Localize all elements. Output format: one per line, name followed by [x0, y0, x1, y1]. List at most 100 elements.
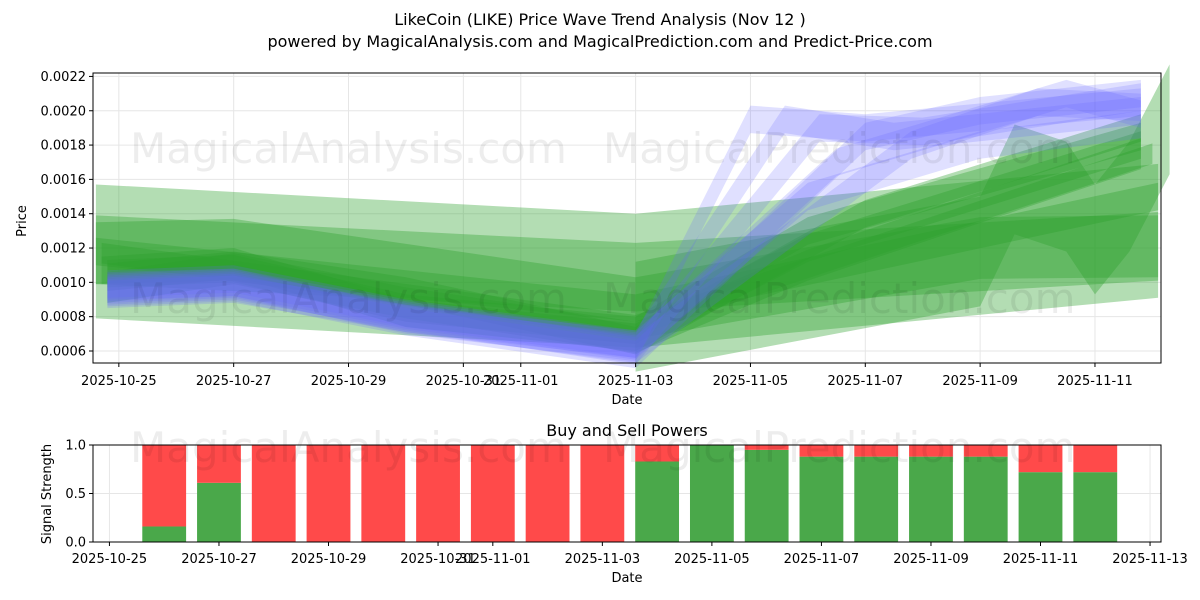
watermark-left-bottom: MagicalAnalysis.com	[130, 423, 567, 472]
signal-title: Buy and Sell Powers	[546, 421, 708, 440]
signal-x-tick-label: 2025-10-31	[400, 552, 476, 567]
price-x-tick-label: 2025-10-27	[196, 374, 272, 389]
price-x-tick-label: 2025-11-01	[483, 374, 559, 389]
sell-bar	[142, 445, 187, 527]
price-x-tick-label: 2025-10-31	[426, 374, 502, 389]
buy-bar	[689, 445, 734, 542]
sell-bar	[251, 445, 296, 542]
price-y-ticks: 0.0006 0.0008 0.0010 0.0012 0.0014 0.0016 0.00…	[41, 70, 93, 359]
signal-x-tick-label: 2025-11-03	[565, 552, 641, 567]
signal-y-tick-label: 1.0	[65, 439, 86, 454]
sell-bar	[1018, 445, 1063, 473]
green-wave-band-8	[107, 122, 1141, 345]
blue-wave-band-2	[107, 97, 1141, 358]
buy-bar	[963, 456, 1008, 542]
blue-wave-bands	[107, 79, 1141, 369]
buy-bar	[744, 449, 789, 542]
watermark-right-mid: MagicalPrediction.com	[603, 274, 1076, 323]
price-y-tick-label: 0.0016	[41, 173, 87, 188]
green-wave-band-1	[95, 163, 1159, 348]
buy-bar	[909, 456, 953, 542]
price-x-tick-label: 2025-11-03	[598, 374, 674, 389]
buy-bar	[854, 456, 899, 542]
price-x-label: Date	[611, 393, 642, 408]
price-y-tick-label: 0.0010	[41, 276, 87, 291]
price-panel: MagicalAnalysis.com MagicalPrediction.co…	[15, 64, 1170, 408]
price-x-tick-label: 2025-11-11	[1057, 374, 1133, 389]
signal-x-tick-label: 2025-11-07	[784, 552, 860, 567]
price-x-tick-label: 2025-11-05	[713, 374, 789, 389]
signal-x-tick-label: 2025-11-13	[1112, 552, 1188, 567]
watermark-right-top: MagicalPrediction.com	[603, 124, 1076, 173]
sell-bar	[799, 445, 844, 457]
sell-bar	[525, 445, 570, 542]
buy-bar	[142, 526, 187, 542]
green-wave-band-7	[101, 131, 1141, 351]
sell-bar	[470, 445, 515, 542]
signal-y-tick-label: 0.0	[65, 536, 86, 551]
signal-x-tick-label: 2025-10-25	[72, 552, 148, 567]
sell-bar	[361, 445, 406, 542]
signal-x-tick-label: 2025-11-05	[674, 552, 750, 567]
green-wave-band-2	[95, 212, 1159, 312]
signal-x-label: Date	[611, 571, 642, 586]
buy-bar	[635, 461, 680, 542]
green-wave-band-6	[635, 64, 1170, 372]
buy-bar	[1073, 472, 1118, 542]
green-wave-band-5	[101, 143, 1153, 336]
main-title-line2: powered by MagicalAnalysis.com and Magic…	[267, 32, 932, 51]
price-y-tick-label: 0.0014	[41, 207, 87, 222]
price-y-tick-label: 0.0006	[41, 344, 87, 359]
main-title-line1: LikeCoin (LIKE) Price Wave Trend Analysi…	[394, 10, 806, 29]
sell-bar	[635, 445, 680, 462]
signal-x-tick-label: 2025-10-27	[181, 552, 257, 567]
price-y-tick-label: 0.0018	[41, 139, 87, 154]
green-wave-band-4	[95, 182, 1159, 322]
price-x-tick-label: 2025-10-29	[311, 374, 387, 389]
green-wave-band-3	[95, 215, 1159, 339]
signal-y-tick-label: 0.5	[65, 487, 86, 502]
price-y-label: Price	[15, 205, 30, 237]
price-grid	[93, 73, 1161, 363]
price-plot-frame	[92, 72, 1162, 364]
buy-bar	[799, 456, 844, 542]
sell-bar	[1073, 445, 1118, 473]
signal-x-tick-label: 2025-11-11	[1003, 552, 1079, 567]
watermark-left-top: MagicalAnalysis.com	[130, 124, 567, 173]
blue-wave-band-6	[107, 79, 1141, 360]
sell-bar	[580, 445, 625, 542]
buy-bar	[1018, 472, 1063, 542]
blue-wave-band-4	[107, 79, 1141, 369]
sell-bar	[197, 445, 241, 483]
green-wave-band-10	[107, 138, 1141, 353]
blue-wave-band-5	[107, 88, 1141, 364]
price-x-ticks: 2025-10-25 2025-10-27 2025-10-29 2025-10-31…	[81, 363, 1133, 389]
blue-wave-band-1	[107, 88, 1141, 362]
signal-x-tick-label: 2025-10-29	[291, 552, 367, 567]
sell-bar	[963, 445, 1008, 457]
signal-panel: Buy and Sell Powers MagicalAnalysis.com …	[40, 421, 1188, 586]
price-x-tick-label: 2025-11-07	[828, 374, 904, 389]
sell-bar	[909, 445, 953, 457]
price-x-tick-label: 2025-11-09	[942, 374, 1018, 389]
blue-wave-band-3	[107, 83, 1141, 365]
sell-bar	[854, 445, 899, 457]
green-wave-band-9	[107, 114, 1141, 355]
price-x-tick-label: 2025-10-25	[81, 374, 157, 389]
price-y-tick-label: 0.0008	[41, 310, 87, 325]
signal-bars	[142, 445, 1118, 542]
watermark-right-bottom: MagicalPrediction.com	[603, 423, 1076, 472]
green-wave-bands	[95, 64, 1170, 372]
signal-y-ticks: 0.0 0.5 1.0	[65, 439, 93, 551]
watermark-left-mid: MagicalAnalysis.com	[130, 274, 567, 323]
signal-y-label: Signal Strength	[40, 444, 55, 544]
signal-x-tick-label: 2025-11-01	[455, 552, 531, 567]
sell-bar	[744, 445, 789, 450]
price-y-tick-label: 0.0020	[41, 104, 87, 119]
signal-x-tick-label: 2025-11-09	[893, 552, 969, 567]
signal-x-ticks: 2025-10-25 2025-10-27 2025-10-29 2025-10-31…	[72, 542, 1188, 567]
blue-wave-band-7	[107, 110, 1141, 358]
buy-bar	[197, 482, 241, 542]
